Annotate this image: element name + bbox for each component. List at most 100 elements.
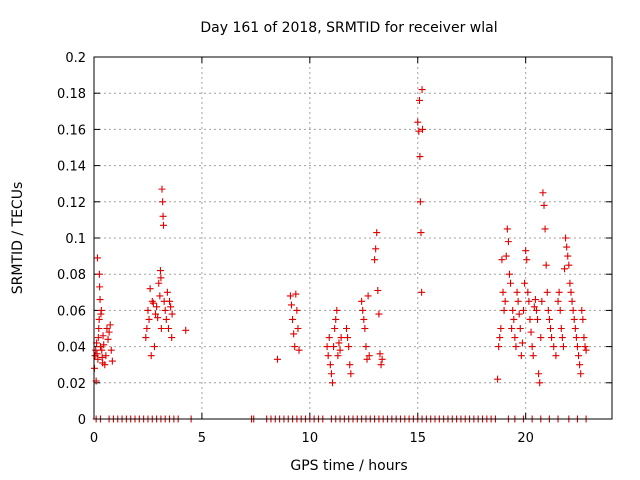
data-point: [544, 306, 552, 314]
data-point: [92, 346, 100, 354]
data-point: [166, 297, 174, 305]
data-point: [337, 334, 345, 342]
data-point: [167, 303, 175, 311]
data-point: [291, 343, 299, 351]
data-point: [153, 303, 161, 311]
data-point: [575, 352, 583, 360]
data-point: [540, 201, 548, 209]
data-point: [95, 270, 103, 278]
data-point: [495, 343, 503, 351]
data-point: [99, 332, 107, 340]
data-point: [499, 288, 507, 296]
data-point: [290, 330, 298, 338]
data-point: [94, 355, 102, 363]
data-point: [531, 296, 539, 304]
data-point: [93, 350, 101, 358]
data-point: [294, 325, 302, 332]
data-point: [147, 352, 155, 360]
data-point: [546, 325, 554, 332]
data-point: [358, 297, 366, 305]
data-point: [416, 198, 424, 206]
data-point: [273, 355, 281, 363]
data-point: [568, 297, 576, 305]
data-point: [567, 288, 575, 296]
data-point: [559, 343, 567, 351]
data-point: [581, 343, 589, 351]
grid-lines: [94, 57, 612, 419]
data-point: [418, 86, 426, 94]
data-point: [373, 229, 381, 237]
data-point: [516, 325, 524, 332]
x-tick-label: 10: [302, 431, 319, 446]
data-point: [328, 379, 336, 387]
data-point: [563, 243, 571, 251]
data-point: [346, 361, 354, 369]
data-point: [571, 325, 579, 332]
data-point: [96, 296, 104, 304]
data-point: [97, 306, 105, 314]
data-point: [327, 370, 335, 378]
data-point: [323, 343, 331, 351]
data-point: [96, 283, 104, 291]
data-point: [541, 225, 549, 233]
data-point: [501, 297, 509, 305]
data-point: [565, 261, 573, 269]
data-point: [555, 288, 563, 296]
data-point: [374, 286, 382, 294]
data-point: [417, 229, 425, 237]
x-tick-labels: 0 5 10 15 20: [90, 431, 534, 446]
data-point: [511, 334, 519, 342]
data-point: [325, 334, 333, 342]
x-tick-label: 15: [409, 431, 426, 446]
data-point: [536, 379, 544, 387]
data-point: [562, 234, 570, 242]
data-point: [359, 306, 367, 314]
y-tick-label: 0.12: [57, 196, 86, 211]
data-point: [507, 279, 515, 287]
y-tick-label: 0.02: [57, 377, 86, 392]
data-point: [418, 288, 426, 296]
data-point: [500, 306, 508, 314]
data-point: [552, 352, 560, 360]
data-point: [154, 314, 162, 322]
data-point: [376, 350, 384, 358]
data-point: [156, 267, 164, 275]
data-point: [537, 334, 545, 342]
data-point: [105, 328, 113, 336]
data-point: [345, 343, 353, 351]
data-point: [159, 198, 167, 206]
data-point: [145, 315, 153, 323]
data-point: [521, 279, 529, 287]
data-point: [149, 299, 157, 307]
data-point: [106, 321, 114, 329]
data-point: [362, 343, 370, 351]
data-point: [375, 310, 383, 318]
data-point: [543, 288, 551, 296]
data-point: [163, 288, 171, 296]
data-point: [333, 306, 341, 314]
data-point: [509, 306, 517, 314]
data-point: [364, 292, 372, 300]
data-point: [93, 254, 101, 262]
data-point: [144, 306, 152, 314]
data-point: [361, 325, 369, 332]
data-point: [524, 288, 532, 296]
data-point: [148, 297, 156, 305]
data-point: [152, 310, 160, 318]
data-point: [572, 334, 580, 342]
data-point: [363, 355, 371, 363]
data-point: [498, 256, 506, 264]
data-point: [535, 370, 543, 378]
data-point: [371, 256, 379, 264]
data-point: [569, 306, 577, 314]
data-point: [158, 185, 166, 193]
data-point: [332, 315, 340, 323]
data-point: [518, 339, 526, 347]
data-point: [415, 127, 423, 135]
data-point: [497, 325, 505, 332]
data-point: [103, 325, 111, 332]
data-point: [582, 346, 590, 354]
data-point: [156, 292, 164, 300]
data-point: [146, 285, 154, 293]
